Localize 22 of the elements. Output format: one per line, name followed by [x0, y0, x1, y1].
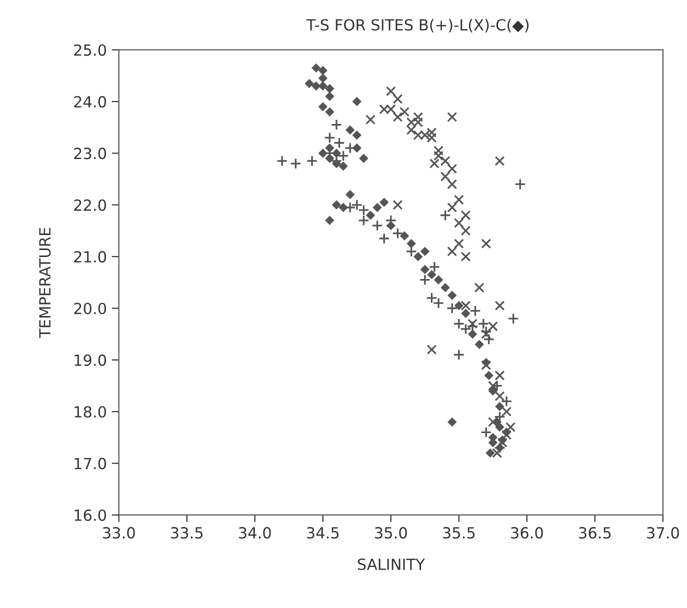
y-tick-label: 24.0: [74, 96, 106, 108]
x-tick-label: 36.0: [511, 527, 543, 539]
y-tick-label: 18.0: [74, 406, 106, 418]
x-tick-label: 35.5: [443, 527, 475, 539]
x-tick-label: 37.0: [647, 527, 679, 539]
x-tick-label: 35.0: [375, 527, 407, 539]
y-tick-label: 23.0: [74, 148, 106, 160]
x-tick-label: 33.5: [171, 527, 203, 539]
y-tick-label: 20.0: [74, 302, 106, 314]
y-axis-title: TEMPERATURE: [39, 228, 51, 338]
y-tick-label: 19.0: [74, 354, 106, 366]
x-tick-label: 33.0: [103, 527, 135, 539]
x-tick-label: 36.5: [579, 527, 611, 539]
y-tick-label: 25.0: [74, 44, 106, 56]
y-tick-label: 17.0: [74, 458, 106, 470]
y-tick-label: 16.0: [74, 509, 106, 521]
chart-title: T-S FOR SITES B(+)-L(X)-C(◆): [306, 18, 529, 32]
x-tick-label: 34.0: [239, 527, 271, 539]
y-tick-label: 22.0: [74, 199, 106, 211]
x-axis-title: SALINITY: [358, 558, 425, 570]
x-tick-label: 34.5: [307, 527, 339, 539]
y-tick-label: 21.0: [74, 251, 106, 263]
